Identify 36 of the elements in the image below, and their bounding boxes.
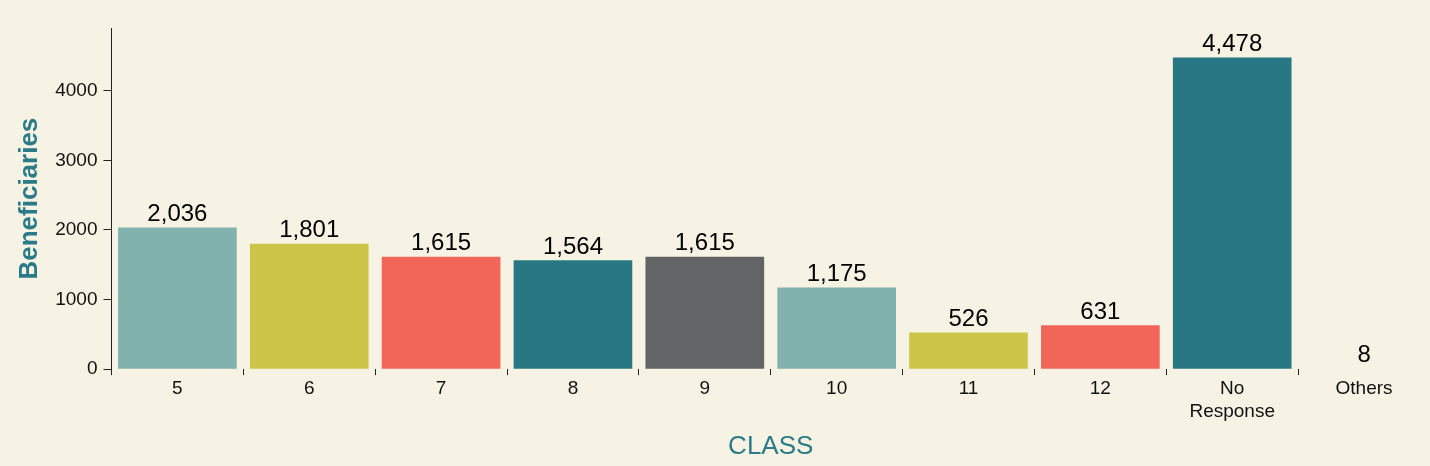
data-label: 1,564: [542, 231, 603, 259]
bar: [249, 243, 369, 369]
bar: [777, 287, 896, 369]
bar: [909, 332, 1028, 369]
y-tick-label: 1000: [55, 287, 98, 309]
y-tick-label: 0: [86, 357, 98, 379]
y-tick-label: 4000: [55, 78, 98, 100]
x-tick-label: 11: [958, 376, 979, 398]
y-tick-label: 3000: [55, 148, 98, 170]
data-label: 1,801: [279, 215, 340, 243]
x-axis-title: CLASS: [728, 429, 814, 460]
bar: [1172, 57, 1292, 369]
data-label: 1,615: [411, 228, 472, 256]
bar: [118, 227, 237, 369]
x-tick-label: 10: [826, 376, 848, 398]
x-tick-label: 5: [172, 376, 183, 398]
x-tick-label: Others: [1335, 376, 1393, 398]
data-label: 8: [1357, 340, 1371, 368]
data-label: 4,478: [1202, 29, 1263, 57]
bar: [513, 260, 633, 369]
data-label: 526: [948, 304, 989, 332]
bar: [1041, 325, 1160, 369]
data-label: 631: [1080, 296, 1121, 324]
x-tick-label: 7: [435, 376, 447, 398]
y-axis-title: Beneficiaries: [12, 117, 43, 280]
x-tick-label: No Response: [1189, 376, 1275, 421]
x-tick-label: 12: [1089, 376, 1111, 398]
x-tick-label: 8: [567, 376, 579, 398]
bar: [645, 256, 765, 369]
x-tick-label: 6: [303, 376, 315, 398]
data-label: 2,036: [147, 199, 208, 227]
bar: [381, 256, 501, 369]
y-tick-label: 2000: [55, 218, 98, 240]
data-label: 1,615: [674, 228, 735, 256]
x-tick-label: 9: [699, 376, 711, 398]
data-label: 1,175: [806, 259, 867, 287]
